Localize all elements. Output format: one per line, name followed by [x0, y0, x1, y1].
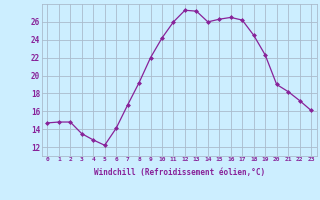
X-axis label: Windchill (Refroidissement éolien,°C): Windchill (Refroidissement éolien,°C)	[94, 168, 265, 177]
